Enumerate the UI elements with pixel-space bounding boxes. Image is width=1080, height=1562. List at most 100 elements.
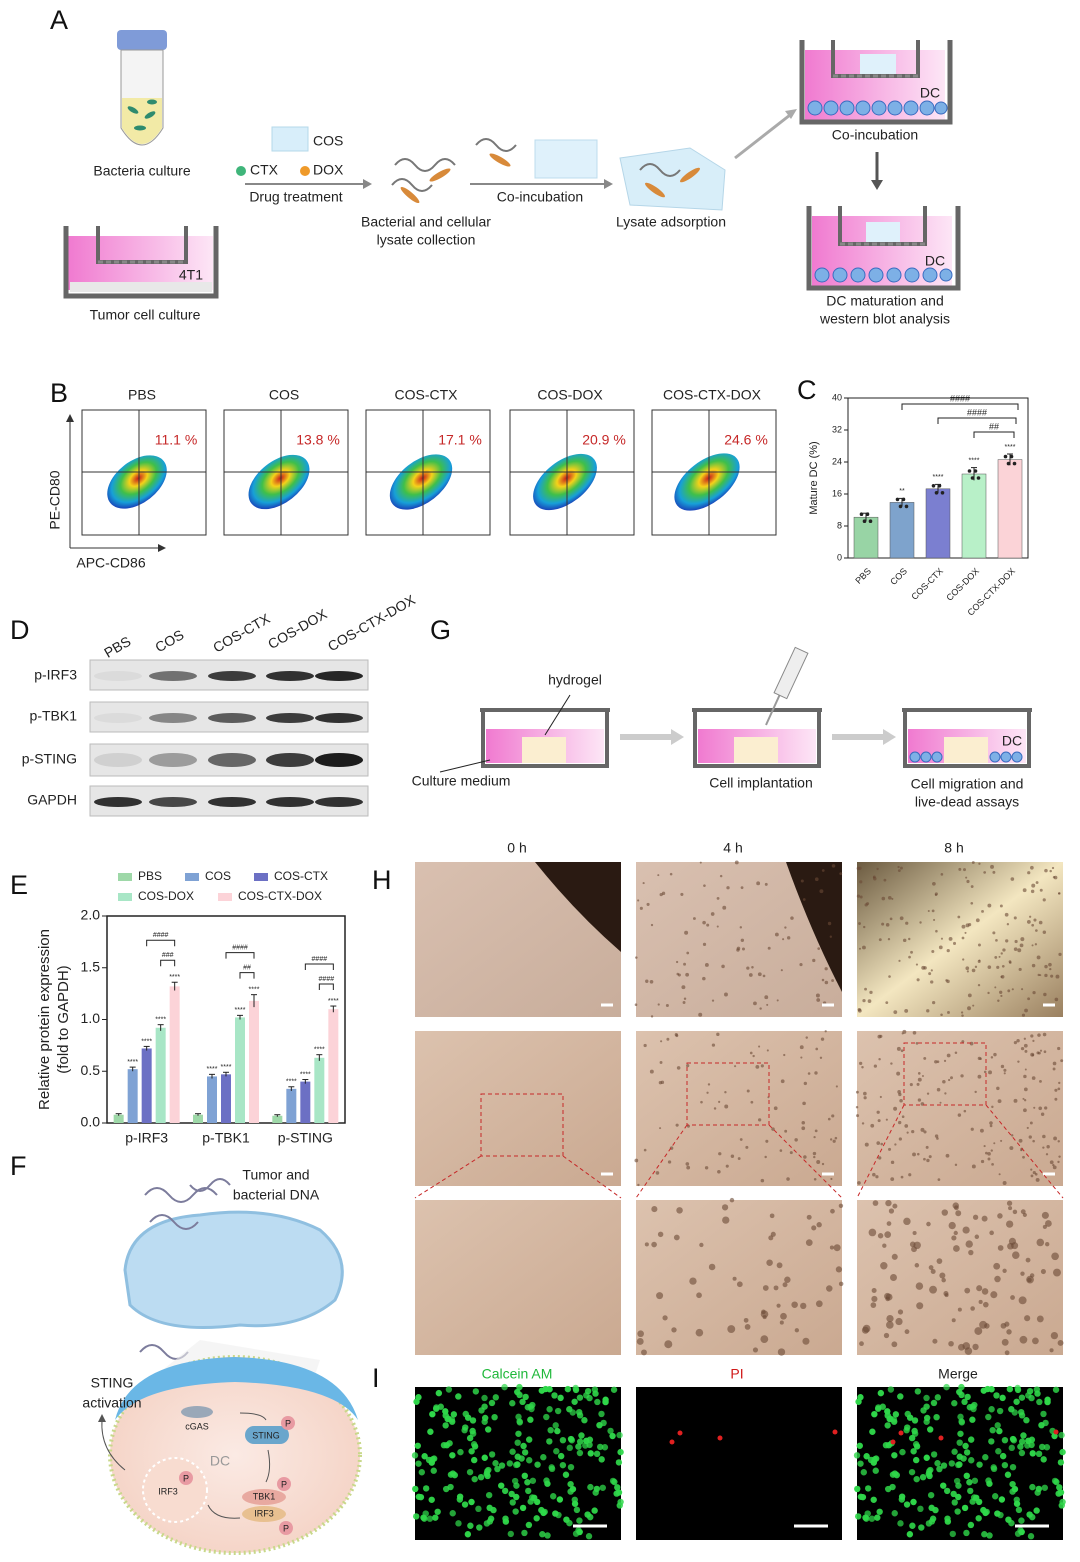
cell (1024, 1008, 1028, 1013)
cell (739, 1138, 743, 1141)
label: P (281, 1479, 287, 1489)
label: TBK1 (253, 1491, 276, 1501)
bar (207, 1076, 217, 1123)
cell (863, 925, 866, 929)
cell (1036, 955, 1041, 960)
cell (1053, 875, 1058, 880)
cell (1022, 1212, 1027, 1218)
micrograph (857, 1031, 1063, 1186)
live-cell (913, 1475, 920, 1483)
cell (917, 1077, 922, 1082)
live-cell (860, 1469, 867, 1476)
cell (878, 1156, 882, 1160)
cell (736, 1281, 743, 1288)
lane-label: PBS (101, 633, 133, 661)
cell (702, 920, 706, 925)
live-cell (566, 1519, 573, 1527)
time-label: 4 h (723, 840, 742, 856)
cell (805, 1036, 808, 1039)
cell (938, 945, 943, 950)
y-axis-label: Relative protein expression (36, 929, 53, 1110)
cell (890, 1160, 895, 1165)
cell (885, 923, 890, 927)
live-cell (515, 1413, 522, 1421)
plot-title: PBS (128, 387, 156, 403)
live-cell (485, 1491, 493, 1499)
live-cell (543, 1413, 550, 1421)
cell (759, 1007, 762, 1010)
flow-density (389, 454, 453, 510)
live-cell (906, 1531, 914, 1538)
cell (1012, 1251, 1020, 1259)
live-cell (546, 1406, 553, 1413)
cell (1037, 1033, 1041, 1037)
cell (676, 972, 680, 976)
live-cell (910, 1498, 917, 1506)
cell (1033, 1106, 1036, 1109)
live-cell (1040, 1410, 1047, 1418)
live-cell (934, 1460, 941, 1467)
cell (659, 1061, 663, 1064)
cell (658, 1081, 663, 1085)
cell (1031, 944, 1034, 947)
cell (1031, 963, 1036, 968)
bar (286, 1088, 297, 1123)
y-tick-label: 32 (832, 424, 842, 434)
cell (1057, 1160, 1060, 1164)
live-cell (491, 1413, 498, 1421)
live-cell (494, 1465, 501, 1473)
cell (917, 1098, 922, 1102)
cell (894, 1143, 897, 1146)
live-cell (1040, 1456, 1047, 1463)
live-cell (951, 1400, 958, 1407)
cell (1057, 1140, 1060, 1143)
blot-band (149, 753, 197, 767)
cell (757, 972, 762, 977)
cell (934, 892, 938, 896)
cell (954, 1163, 958, 1167)
cell (910, 950, 913, 954)
y-axis-label: Mature DC (%) (808, 441, 820, 514)
cell (976, 1285, 983, 1292)
cell (944, 1092, 947, 1095)
data-point (931, 484, 936, 488)
label: Culture medium (412, 773, 511, 789)
cell (739, 926, 743, 929)
cell (994, 1275, 1001, 1283)
label: hydrogel (548, 672, 602, 688)
blot-band (315, 753, 363, 767)
cell (815, 1300, 823, 1308)
cell (727, 1325, 736, 1333)
cell (815, 1047, 819, 1051)
cell (819, 889, 824, 894)
cell (1004, 912, 1009, 917)
cell (859, 1341, 864, 1347)
live-cell (950, 1490, 957, 1498)
cell (1014, 939, 1018, 944)
percent-label: 24.6 % (724, 432, 768, 448)
label: CTX (250, 162, 279, 178)
cell (980, 1159, 985, 1164)
cell (997, 1099, 1002, 1104)
significance-bracket (304, 963, 334, 971)
live-cell (943, 1383, 950, 1391)
blot-band (94, 671, 142, 681)
cell (1039, 974, 1042, 977)
cell (896, 1046, 901, 1051)
live-cell (1058, 1431, 1065, 1439)
cell (1045, 1242, 1050, 1247)
cell (1022, 1155, 1025, 1159)
live-cell (578, 1432, 585, 1439)
cell (650, 1015, 654, 1018)
live-cell (554, 1407, 562, 1415)
cell (983, 1145, 986, 1148)
live-cell (540, 1509, 547, 1517)
label: DC (210, 1453, 230, 1469)
cell (1000, 1064, 1005, 1069)
cell (634, 1158, 639, 1163)
cell (829, 1138, 833, 1141)
live-cell (567, 1480, 574, 1488)
cell (1058, 892, 1061, 895)
y-tick-label: 0 (837, 552, 842, 562)
legend-label: COS (205, 869, 231, 883)
